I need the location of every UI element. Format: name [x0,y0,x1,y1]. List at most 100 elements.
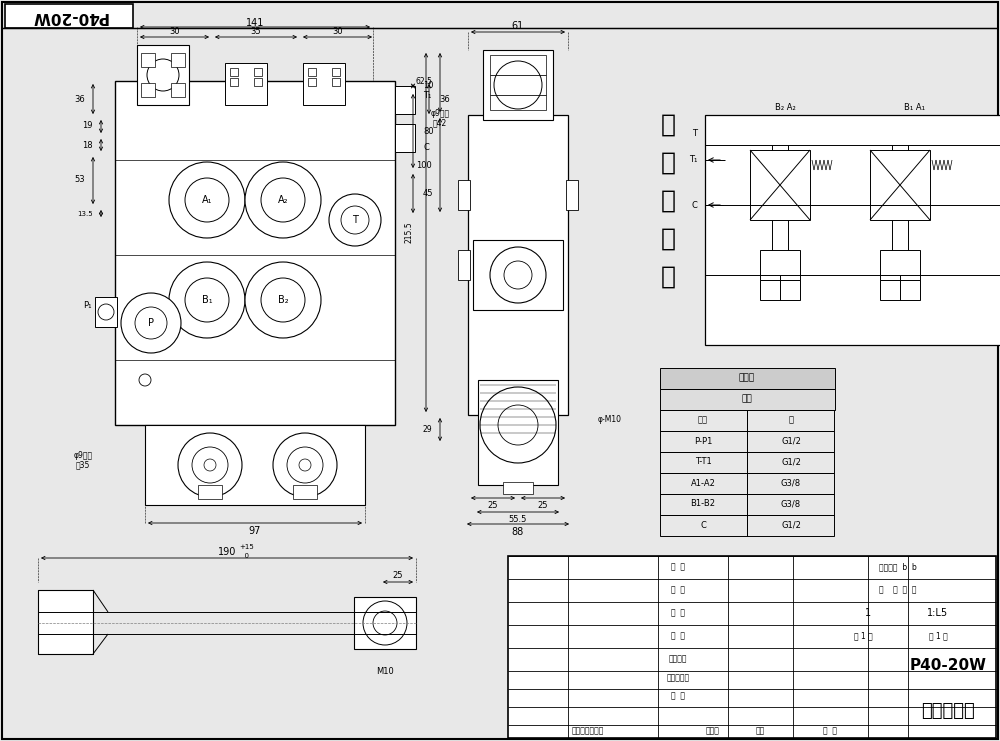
Text: A₂: A₂ [278,195,288,205]
Text: T₁: T₁ [423,90,431,99]
Text: 日期: 日期 [755,726,765,736]
Text: G1/2: G1/2 [781,457,801,467]
Circle shape [287,447,323,483]
Text: 190: 190 [218,547,236,557]
Text: B1-B2: B1-B2 [690,499,716,508]
Bar [870,150,930,220]
Text: 61: 61 [512,21,524,31]
Text: 97: 97 [249,526,261,536]
Bar [395,86,415,114]
Text: 62.5: 62.5 [415,78,432,87]
Bar [254,78,262,86]
Text: +15: +15 [240,544,254,550]
Text: 更改人: 更改人 [706,726,720,736]
Text: 理: 理 [660,227,676,251]
Bar [747,431,834,452]
Text: 29: 29 [422,425,432,433]
Bar [38,590,93,654]
Bar [490,55,546,75]
Text: φ9通孔: φ9通孔 [430,108,450,118]
Bar [490,95,546,110]
Bar [660,389,835,410]
Circle shape [245,262,321,338]
Bar [308,68,316,76]
Text: P-P1: P-P1 [694,436,712,445]
Bar [478,380,558,485]
Bar [660,452,747,473]
Text: P₁: P₁ [83,301,91,310]
Bar [141,83,155,97]
Text: G1/2: G1/2 [781,436,801,445]
Text: 141: 141 [246,18,264,28]
Text: M10: M10 [376,668,394,677]
Bar [458,180,470,210]
Bar [95,297,117,327]
Text: 55.5: 55.5 [509,516,527,525]
Text: 登  计: 登 计 [671,562,685,571]
Bar [230,68,238,76]
Bar [293,485,317,499]
Text: 监  理: 监 理 [823,726,837,736]
Bar [354,597,416,649]
Text: C: C [423,142,429,151]
Text: 13.5: 13.5 [77,211,93,217]
Circle shape [121,293,181,353]
Circle shape [192,447,228,483]
Text: 图样标记  b  b: 图样标记 b b [879,562,917,571]
Text: A₁: A₁ [202,195,212,205]
Text: 18: 18 [82,141,93,150]
Bar [230,78,238,86]
Text: B₂: B₂ [278,295,288,305]
Bar [747,473,834,494]
Text: 0: 0 [240,553,250,559]
Text: 1: 1 [865,608,871,618]
Bar [747,515,834,536]
Circle shape [135,307,167,339]
Circle shape [178,433,242,497]
Circle shape [498,405,538,445]
Bar [303,63,345,105]
Bar [660,368,835,389]
Bar [490,75,546,95]
Text: 审  核: 审 核 [671,691,685,700]
Text: 制  图: 制 图 [671,585,685,594]
Text: 高42: 高42 [433,119,447,127]
Text: C: C [700,520,706,530]
Bar [171,53,185,67]
Text: 数    量  比  例: 数 量 比 例 [879,585,917,594]
Circle shape [490,247,546,303]
Text: 80: 80 [423,127,434,136]
Bar [660,515,747,536]
Bar [760,280,800,300]
Bar [705,115,1000,345]
Text: 10: 10 [423,82,434,90]
Text: 标准化检查: 标准化检查 [666,674,690,682]
Text: 格: 格 [788,416,794,425]
Bar [332,78,340,86]
Text: C: C [691,201,697,210]
Text: 接口: 接口 [698,416,708,425]
Circle shape [169,162,245,238]
Text: 描  图: 描 图 [671,608,685,617]
Text: 图: 图 [660,265,676,289]
Bar [145,425,365,505]
Circle shape [341,206,369,234]
Text: 阀体: 阀体 [742,394,752,404]
Bar [458,250,470,280]
Bar [483,50,553,120]
Text: G3/8: G3/8 [781,499,801,508]
Text: B₁ A₁: B₁ A₁ [904,102,926,111]
Circle shape [273,433,337,497]
Text: 36: 36 [439,95,450,104]
Bar [137,45,189,105]
Bar [395,124,415,152]
Text: B₂ A₂: B₂ A₂ [775,102,795,111]
Text: 53: 53 [74,176,85,185]
Text: P40-20W: P40-20W [910,659,986,674]
Text: G1/2: G1/2 [781,520,801,530]
Circle shape [299,459,311,471]
Circle shape [261,178,305,222]
Text: 高35: 高35 [76,460,90,470]
Circle shape [204,459,216,471]
Text: 校  对: 校 对 [671,631,685,640]
